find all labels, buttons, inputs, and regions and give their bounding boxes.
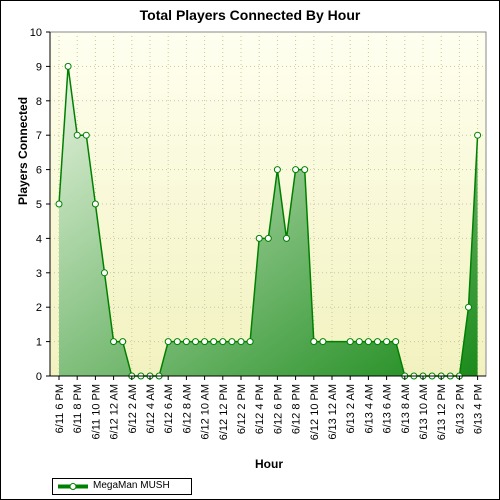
x-tick-label: 6/12 8 AM	[181, 384, 193, 434]
x-tick-label: 6/13 2 PM	[454, 384, 466, 434]
x-tick-label: 6/13 12 AM	[327, 384, 339, 440]
data-point	[182, 338, 190, 346]
data-point	[201, 338, 209, 346]
y-tick-label: 3	[36, 268, 42, 280]
data-point	[82, 131, 90, 139]
y-tick-label: 1	[36, 337, 42, 349]
data-point	[264, 234, 272, 242]
x-tick-label: 6/12 2 AM	[127, 384, 139, 434]
data-point	[392, 338, 400, 346]
x-tick-label: 6/13 4 AM	[363, 384, 375, 434]
data-point	[355, 338, 363, 346]
x-tick-label: 6/13 10 AM	[418, 384, 430, 440]
x-tick-label: 6/13 4 PM	[473, 384, 485, 434]
x-tick-label: 6/12 10 AM	[200, 384, 212, 440]
data-point	[192, 338, 199, 346]
x-tick-label: 6/11 10 PM	[90, 384, 102, 439]
area-fill	[59, 66, 478, 377]
data-point	[319, 338, 327, 346]
data-point	[173, 338, 181, 346]
x-tick-label: 6/12 4 AM	[145, 384, 157, 434]
data-point	[474, 131, 482, 139]
x-tick-label: 6/12 12 PM	[218, 384, 230, 440]
y-tick-label: 10	[30, 27, 42, 39]
legend-swatch-icon	[58, 483, 88, 490]
y-tick-labels: 0 1 2 3 4 5 6 7 8 9 10	[30, 27, 42, 383]
data-point	[374, 338, 381, 346]
y-tick-label: 7	[36, 130, 42, 142]
data-point	[219, 338, 227, 346]
legend-label: MegaMan MUSH	[93, 480, 170, 491]
data-point	[465, 303, 472, 311]
data-point	[273, 166, 281, 174]
y-tick-label: 0	[36, 371, 42, 383]
x-tick-label: 6/12 10 PM	[309, 384, 321, 440]
data-point	[64, 62, 72, 70]
x-tick-label: 6/12 6 AM	[163, 384, 175, 434]
y-tick-label: 6	[36, 165, 42, 177]
data-point	[101, 269, 108, 277]
x-tick-label: 6/12 12 AM	[109, 384, 121, 440]
y-tick-label: 4	[36, 233, 42, 245]
data-point	[246, 338, 254, 346]
data-point	[210, 338, 218, 346]
y-tick-label: 9	[36, 61, 42, 73]
data-point	[310, 338, 318, 346]
data-point	[346, 338, 354, 346]
data-point	[292, 166, 300, 174]
x-axis-label: Hour	[255, 457, 283, 471]
data-point	[91, 200, 99, 208]
data-point	[228, 338, 236, 346]
x-tick-label: 6/13 12 PM	[436, 384, 448, 440]
x-tick-label: 6/12 2 PM	[236, 384, 248, 434]
x-tick-labels: 6/11 6 PM 6/11 8 PM 6/11 10 PM 6/12 12 AM 6/…	[54, 384, 485, 440]
data-point	[283, 234, 290, 242]
x-tick-label: 6/13 6 AM	[382, 384, 394, 434]
x-tick-label: 6/13 2 AM	[345, 384, 357, 434]
axes	[46, 31, 486, 380]
x-tick-label: 6/11 6 PM	[54, 384, 66, 433]
data-point	[55, 200, 63, 208]
y-tick-label: 8	[36, 96, 42, 108]
legend: MegaMan MUSH	[52, 478, 192, 495]
data-point	[110, 338, 118, 346]
series-area	[59, 66, 478, 377]
data-point	[255, 234, 263, 242]
data-point	[301, 166, 309, 174]
data-point	[237, 338, 245, 346]
data-point	[383, 338, 391, 346]
data-point	[164, 338, 172, 346]
x-tick-label: 6/12 8 PM	[291, 384, 303, 434]
chart-title: Total Players Connected By Hour	[139, 7, 361, 23]
x-tick-label: 6/13 8 AM	[400, 384, 412, 434]
x-tick-label: 6/12 6 PM	[272, 384, 284, 434]
data-point	[73, 131, 81, 139]
x-tick-label: 6/12 4 PM	[254, 384, 266, 434]
data-point	[364, 338, 372, 346]
x-tick-label: 6/11 8 PM	[72, 384, 84, 433]
data-point	[119, 338, 127, 346]
y-tick-label: 2	[36, 302, 42, 314]
y-tick-label: 5	[36, 199, 42, 211]
